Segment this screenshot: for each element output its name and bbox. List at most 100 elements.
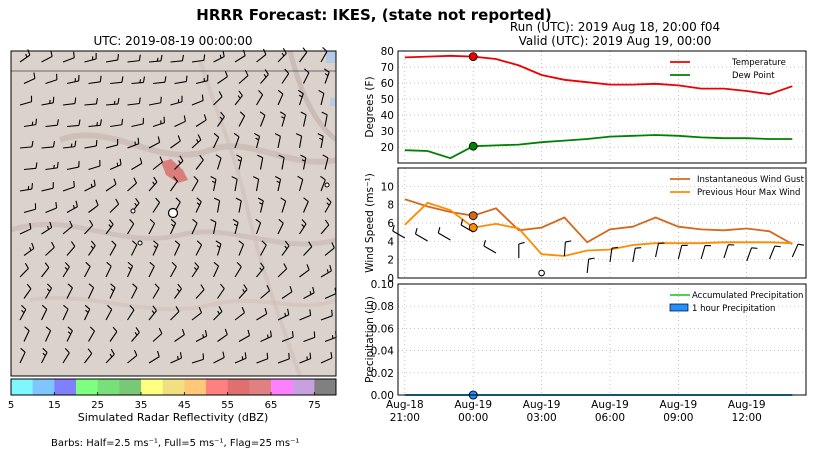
wind-barb bbox=[210, 176, 217, 192]
wind-barb bbox=[213, 50, 225, 63]
wind-barb bbox=[303, 241, 313, 256]
wind-barb bbox=[215, 154, 222, 170]
wind-barb bbox=[170, 261, 177, 278]
wind-barb bbox=[174, 240, 181, 256]
wind-barb bbox=[127, 54, 141, 63]
wind-barb bbox=[437, 227, 451, 241]
wind-barb bbox=[195, 74, 209, 85]
colorbar-swatch bbox=[292, 379, 315, 395]
panel-frame bbox=[397, 167, 807, 279]
colorbar-swatch bbox=[54, 379, 77, 395]
wind-barb bbox=[320, 265, 332, 278]
wind-barb bbox=[318, 89, 325, 106]
wind-barb bbox=[277, 218, 284, 235]
wind-barb bbox=[213, 306, 223, 321]
wind-barb bbox=[170, 352, 182, 364]
wind-barb bbox=[302, 197, 309, 213]
colorbar-tick-label: 5 bbox=[8, 400, 14, 411]
legend: Temperature Dew Point bbox=[670, 58, 786, 81]
wind-barb bbox=[277, 352, 290, 364]
valid-time-label: Valid (UTC): 2019 Aug 19, 00:00 bbox=[519, 34, 712, 48]
wind-barb bbox=[41, 182, 54, 192]
wind-barb bbox=[213, 197, 221, 213]
wind-barb bbox=[66, 161, 80, 171]
wind-barb bbox=[281, 285, 293, 299]
colorbar-swatch bbox=[206, 379, 228, 395]
y-tick-label: 70 bbox=[381, 62, 394, 74]
colorbar-swatch bbox=[141, 379, 163, 395]
station-wind-barbs bbox=[392, 219, 805, 277]
y-tick-label: 0.02 bbox=[371, 368, 394, 380]
wind-barb bbox=[105, 178, 117, 192]
map-frame bbox=[10, 50, 337, 377]
wind-barb bbox=[62, 51, 75, 63]
series-line bbox=[404, 134, 793, 160]
wind-barb bbox=[131, 283, 138, 299]
colorbar-swatch bbox=[271, 379, 293, 395]
panel-3: 0.00 0.02 0.04 0.06 0.08 0.10 Precipitation (i… bbox=[364, 279, 807, 402]
wind-barb bbox=[210, 219, 217, 235]
wind-barb bbox=[62, 262, 70, 278]
wind-barb bbox=[148, 218, 156, 235]
wind-barb bbox=[152, 156, 163, 170]
wind-barb bbox=[277, 308, 290, 321]
legend-label: Accumulated Precipitation bbox=[692, 291, 803, 301]
wind-barb bbox=[323, 68, 330, 84]
city-marker bbox=[137, 240, 143, 246]
legend-label: Dew Point bbox=[732, 71, 775, 81]
colorbar-swatch bbox=[227, 379, 250, 395]
wind-barb bbox=[274, 133, 281, 149]
wind-barb bbox=[66, 326, 73, 342]
colorbar-swatch bbox=[162, 379, 185, 395]
wind-barb bbox=[320, 352, 333, 364]
wind-barb bbox=[324, 242, 335, 256]
wind-barb bbox=[303, 286, 315, 299]
wind-barb bbox=[105, 138, 119, 149]
wind-barb bbox=[170, 95, 183, 106]
wind-barb bbox=[148, 350, 160, 364]
station-marker bbox=[167, 207, 179, 219]
y-tick-label: 4 bbox=[387, 236, 394, 248]
wind-barb bbox=[62, 97, 77, 106]
y-tick-label: 0.08 bbox=[371, 301, 394, 313]
wind-barb bbox=[195, 240, 203, 256]
wind-barb bbox=[84, 179, 96, 192]
wind-barb bbox=[45, 201, 58, 214]
wind-barb bbox=[195, 330, 208, 342]
wind-barb bbox=[299, 309, 312, 321]
wind-barb bbox=[280, 197, 287, 213]
wind-barb bbox=[174, 155, 184, 170]
wind-barb bbox=[84, 348, 93, 364]
wind-barb bbox=[84, 52, 97, 63]
wind-barb bbox=[279, 111, 286, 127]
wind-barb bbox=[191, 262, 200, 278]
wind-barb bbox=[66, 119, 81, 128]
city-marker bbox=[324, 182, 330, 188]
run-time-label: Run (UTC): 2019 Aug 18, 20:00 f04 bbox=[510, 20, 720, 34]
wind-barb bbox=[19, 49, 31, 63]
wind-barb bbox=[256, 307, 268, 321]
colorbar-swatch bbox=[314, 379, 337, 395]
wind-barb bbox=[109, 283, 116, 299]
wind-barb bbox=[109, 76, 124, 85]
x-tick-date: Aug-19 bbox=[591, 399, 629, 411]
wind-barb bbox=[62, 348, 70, 364]
wind-barb bbox=[609, 246, 618, 263]
wind-barb bbox=[45, 119, 59, 128]
wind-barb bbox=[191, 306, 203, 321]
wind-barb bbox=[191, 175, 199, 192]
wind-barb bbox=[105, 348, 115, 364]
wind-barb bbox=[41, 304, 48, 321]
wind-barb bbox=[217, 111, 225, 127]
wind-barb bbox=[234, 262, 242, 278]
wind-barb bbox=[392, 225, 406, 239]
wind-barb bbox=[148, 54, 163, 63]
legend-label: 1 hour Precipitation bbox=[692, 304, 775, 314]
wind-barb bbox=[127, 137, 140, 149]
wind-barb bbox=[300, 111, 307, 127]
wind-barb bbox=[19, 262, 29, 278]
series-line bbox=[404, 201, 793, 257]
wind-barb bbox=[109, 240, 117, 256]
x-tick-time: 06:00 bbox=[595, 412, 625, 424]
colorbar: 5 15 25 35 45 55 65 75 bbox=[8, 378, 337, 411]
